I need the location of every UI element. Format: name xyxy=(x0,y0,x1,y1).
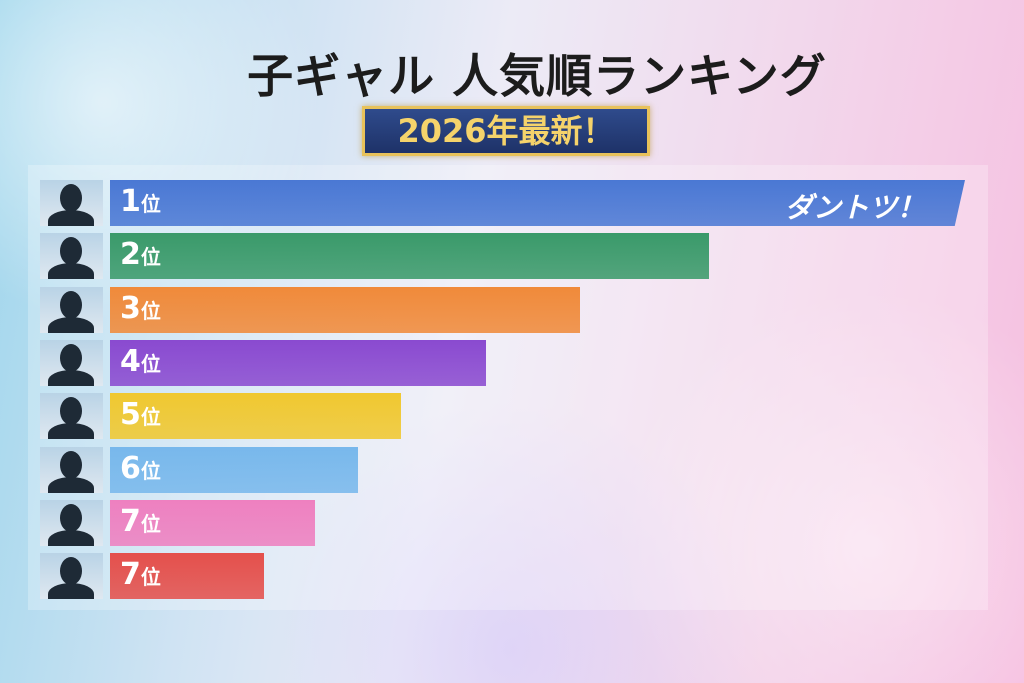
bar: 7位 xyxy=(110,499,316,546)
bar: 1位 ダントツ！ xyxy=(110,180,965,226)
rank-label: 5位 xyxy=(120,397,161,433)
rank-label: 7位 xyxy=(120,557,161,593)
subtitle-badge: 2026年最新！ xyxy=(362,106,650,156)
bar: 4位 xyxy=(110,339,487,386)
rank-label: 6位 xyxy=(120,450,161,486)
silhouette-avatar xyxy=(40,553,103,600)
rank-label: 1位 xyxy=(120,184,161,219)
silhouette-avatar xyxy=(40,499,103,546)
rank-label: 2位 xyxy=(120,237,161,273)
silhouette-avatar xyxy=(40,393,103,440)
top-annotation: ダントツ！ xyxy=(784,191,925,224)
rank-label: 7位 xyxy=(120,503,161,539)
bar: 6位 xyxy=(110,446,358,493)
silhouette-avatar xyxy=(40,446,103,493)
silhouette-avatar xyxy=(40,286,103,333)
chart-title: 子ギャル 人気順ランキング xyxy=(247,49,827,103)
bar: 2位 xyxy=(110,233,709,280)
silhouette-avatar xyxy=(40,233,103,280)
silhouette-avatar xyxy=(40,180,103,226)
bar: 7位 xyxy=(110,553,264,600)
rank-label: 4位 xyxy=(120,343,161,379)
rank-label: 3位 xyxy=(120,290,161,326)
bar: 5位 xyxy=(110,393,401,440)
silhouette-avatar xyxy=(40,339,103,386)
bar: 3位 xyxy=(110,286,581,333)
